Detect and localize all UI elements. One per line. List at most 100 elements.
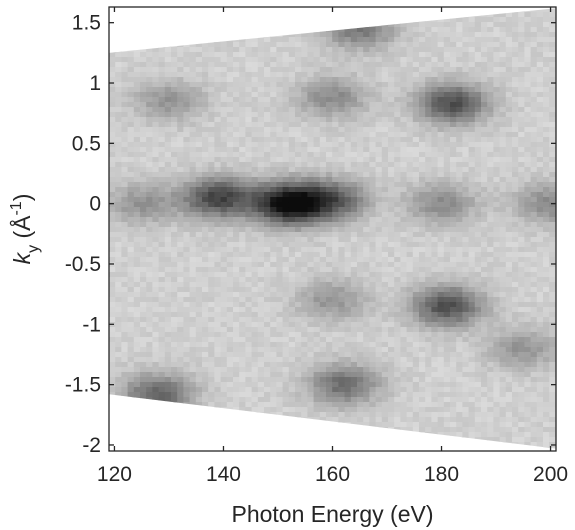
heatmap-cell xyxy=(270,367,277,373)
heatmap-cell xyxy=(295,92,302,98)
heatmap-cell xyxy=(189,67,197,73)
heatmap-cell xyxy=(264,122,271,128)
heatmap-cell xyxy=(158,222,166,228)
heatmap-cell xyxy=(313,202,321,208)
heatmap-cell xyxy=(388,87,395,93)
heatmap-cell xyxy=(319,222,327,228)
heatmap-cell xyxy=(239,137,246,143)
heatmap-cell xyxy=(146,272,153,278)
heatmap-cell xyxy=(189,257,197,263)
heatmap-cell xyxy=(140,232,147,238)
heatmap-cell xyxy=(164,152,172,158)
heatmap-cell xyxy=(369,387,377,393)
heatmap-cell xyxy=(195,47,203,53)
heatmap-cell xyxy=(363,52,370,58)
heatmap-cell xyxy=(183,187,191,193)
heatmap-cell xyxy=(375,87,383,93)
heatmap-cell xyxy=(121,347,129,353)
heatmap-cell xyxy=(288,327,296,333)
heatmap-cell xyxy=(257,147,265,153)
heatmap-cell xyxy=(171,242,178,248)
heatmap-cell xyxy=(338,42,346,48)
heatmap-cell xyxy=(195,367,203,373)
heatmap-cell xyxy=(381,272,389,278)
heatmap-cell xyxy=(406,302,414,308)
heatmap-cell xyxy=(239,92,246,98)
heatmap-cell xyxy=(450,402,457,408)
heatmap-cell xyxy=(400,352,408,358)
heatmap-cell xyxy=(245,152,253,158)
heatmap-cell xyxy=(288,132,296,138)
heatmap-cell xyxy=(369,167,377,173)
heatmap-cell xyxy=(140,302,147,308)
heatmap-cell xyxy=(319,282,327,288)
heatmap-cell xyxy=(400,212,408,218)
heatmap-cell xyxy=(437,392,445,398)
heatmap-cell xyxy=(350,197,358,203)
heatmap-cell xyxy=(307,192,315,198)
heatmap-cell xyxy=(406,262,414,268)
heatmap-cell xyxy=(208,237,215,243)
heatmap-cell xyxy=(394,282,401,288)
heatmap-cell xyxy=(146,267,153,273)
heatmap-cell xyxy=(257,77,265,83)
heatmap-cell xyxy=(183,182,191,188)
heatmap-cell xyxy=(406,32,414,38)
heatmap-cell xyxy=(332,287,339,293)
heatmap-cell xyxy=(245,97,253,103)
heatmap-cell xyxy=(189,277,197,283)
heatmap-cell xyxy=(226,272,234,278)
heatmap-cell xyxy=(239,237,246,243)
heatmap-cell xyxy=(450,77,457,83)
heatmap-cell xyxy=(127,367,135,373)
heatmap-cell xyxy=(202,267,209,273)
heatmap-cell xyxy=(133,292,141,298)
heatmap-cell xyxy=(443,162,451,168)
heatmap-cell xyxy=(121,297,129,303)
heatmap-cell xyxy=(133,127,141,133)
heatmap-cell xyxy=(171,262,178,268)
heatmap-cell xyxy=(344,187,352,193)
heatmap-cell xyxy=(394,287,401,293)
heatmap-cell xyxy=(400,222,408,228)
heatmap-cell xyxy=(450,32,457,38)
heatmap-cell xyxy=(332,297,339,303)
heatmap-cell xyxy=(257,117,265,123)
heatmap-cell xyxy=(375,317,383,323)
heatmap-cell xyxy=(406,332,414,338)
heatmap-cell xyxy=(270,167,277,173)
heatmap-cell xyxy=(412,237,420,243)
heatmap-cell xyxy=(319,157,327,163)
heatmap-cell xyxy=(363,192,370,198)
heatmap-cell xyxy=(313,322,321,328)
heatmap-cell xyxy=(152,302,160,308)
heatmap-cell xyxy=(394,292,401,298)
heatmap-cell xyxy=(202,107,209,113)
heatmap-cell xyxy=(450,162,457,168)
heatmap-cell xyxy=(214,277,222,283)
heatmap-cell xyxy=(437,287,445,293)
heatmap-cell xyxy=(158,397,166,403)
heatmap-cell xyxy=(276,277,284,283)
heatmap-cell xyxy=(226,167,234,173)
heatmap-cell xyxy=(313,102,321,108)
heatmap-cell xyxy=(220,62,228,68)
heatmap-cell xyxy=(344,252,352,258)
heatmap-cell xyxy=(369,137,377,143)
heatmap-cell xyxy=(158,242,166,248)
heatmap-cell xyxy=(152,327,160,333)
heatmap-cell xyxy=(270,197,277,203)
heatmap-cell xyxy=(288,302,296,308)
heatmap-cell xyxy=(276,232,284,238)
heatmap-cell xyxy=(301,222,308,228)
heatmap-cell xyxy=(239,342,246,348)
heatmap-cell xyxy=(127,337,135,343)
heatmap-cell xyxy=(307,257,315,263)
heatmap-cell xyxy=(282,147,290,153)
heatmap-cell xyxy=(214,72,222,78)
heatmap-cell xyxy=(388,222,395,228)
heatmap-cell xyxy=(264,167,271,173)
heatmap-cell xyxy=(388,27,395,33)
heatmap-cell xyxy=(164,242,172,248)
heatmap-cell xyxy=(419,217,426,223)
